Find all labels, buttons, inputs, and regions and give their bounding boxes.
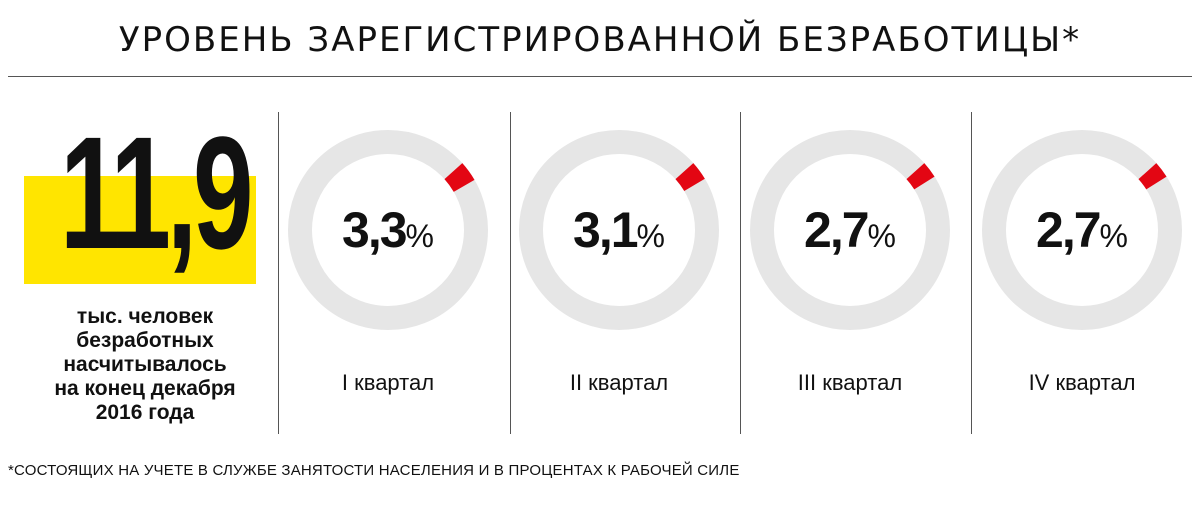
percent-number: 2,7	[1036, 202, 1102, 258]
column-divider	[740, 112, 741, 434]
quarter-label: I квартал	[341, 370, 435, 395]
headline-caption: тыс. человек безработных насчитывалось н…	[20, 305, 270, 425]
percent-value: 3,3%	[288, 192, 488, 274]
donut-chart	[982, 130, 1182, 330]
footnote: *СОСТОЯЩИХ НА УЧЕТЕ В СЛУЖБЕ ЗАНЯТОСТИ Н…	[8, 462, 740, 479]
chart-title: УРОВЕНЬ ЗАРЕГИСТРИРОВАННОЙ БЕЗРАБОТИЦЫ*	[118, 20, 1082, 60]
headline-caption-line: безработных	[76, 329, 214, 352]
donut-track	[519, 130, 719, 330]
quarter-label: III квартал	[797, 370, 903, 395]
headline-caption-line: тыс. человек	[76, 305, 214, 328]
quarter-label: IV квартал	[1028, 370, 1136, 395]
quarter-panel: 2,7% IV квартал	[982, 130, 1182, 410]
headline-caption-line: на конец декабря	[54, 377, 236, 400]
headline-highlight	[24, 176, 256, 284]
donut-track	[750, 130, 950, 330]
title-rule	[8, 76, 1192, 77]
donut-value-arc	[675, 163, 705, 192]
percent-sign: %	[867, 218, 896, 254]
donut-track	[982, 130, 1182, 330]
percent-sign: %	[636, 218, 665, 254]
column-divider	[278, 112, 279, 434]
quarter-panel: 3,1% II квартал	[519, 130, 719, 410]
donut-chart	[750, 130, 950, 330]
donut-chart	[288, 130, 488, 330]
donut-value-arc	[444, 163, 475, 193]
headline-block: 11,9 тыс. человек безработных насчитывал…	[20, 100, 270, 440]
headline-value: 11,9	[60, 103, 254, 282]
donut-track	[288, 130, 488, 330]
headline-caption-line: 2016 года	[95, 401, 195, 424]
percent-sign: %	[1099, 218, 1128, 254]
percent-number: 2,7	[804, 202, 870, 258]
donut-value-arc	[906, 163, 935, 190]
column-divider	[510, 112, 511, 434]
percent-number: 3,1	[573, 202, 639, 258]
donut-chart	[519, 130, 719, 330]
quarter-label: II квартал	[569, 370, 669, 395]
headline-caption-line: насчитывалось	[63, 353, 227, 376]
column-divider	[971, 112, 972, 434]
percent-value: 2,7%	[750, 192, 950, 274]
percent-sign: %	[405, 218, 434, 254]
donut-value-arc	[1138, 163, 1167, 190]
quarter-panel: 2,7% III квартал	[750, 130, 950, 410]
quarter-panel: 3,3% I квартал	[288, 130, 488, 410]
percent-value: 2,7%	[982, 192, 1182, 274]
percent-value: 3,1%	[519, 192, 719, 274]
percent-number: 3,3	[342, 202, 408, 258]
